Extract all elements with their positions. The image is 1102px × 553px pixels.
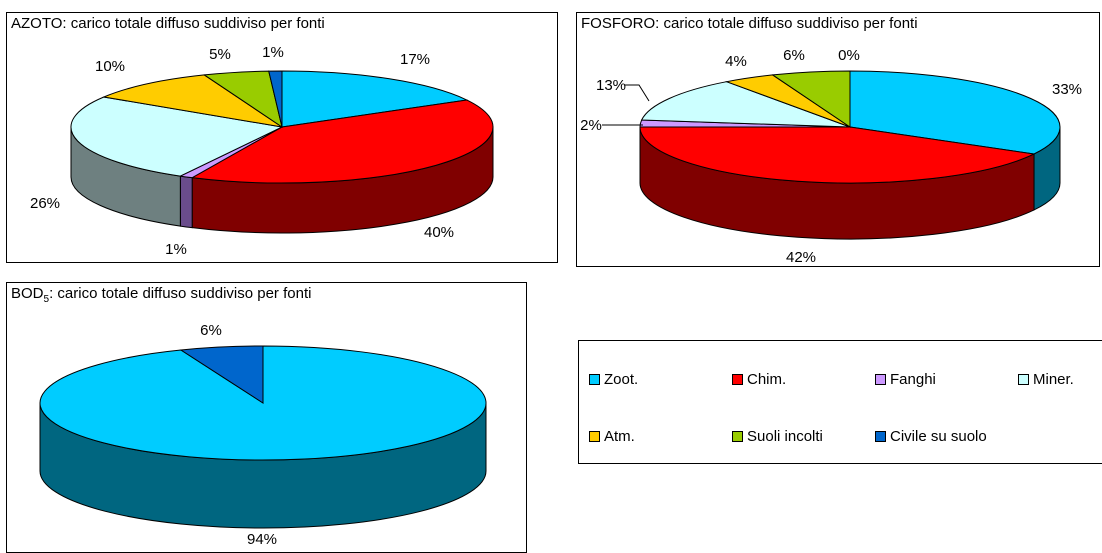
azoto-label-suoli-incolti: 5% bbox=[209, 46, 231, 63]
azoto-slice-civile-su-suolo bbox=[268, 70, 283, 128]
title-bod-sub: 5 bbox=[43, 294, 50, 305]
bod5-labels: 94% 6% bbox=[200, 322, 277, 548]
fosforo-leader-miner bbox=[624, 84, 650, 102]
fosforo-label-zoot: 33% bbox=[1052, 81, 1082, 98]
azoto-label-chim: 40% bbox=[424, 224, 454, 241]
fosforo-label-civile-su-suolo: 0% bbox=[838, 47, 860, 64]
azoto-slice-zoot bbox=[281, 70, 469, 128]
fosforo-label-chim: 42% bbox=[786, 249, 816, 266]
azoto-label-miner: 26% bbox=[30, 195, 60, 212]
legend-item-fanghi: Fanghi bbox=[875, 371, 936, 388]
fosforo-label-atm: 4% bbox=[725, 53, 747, 70]
fosforo-labels: 33% 42% 2% 13% 4% 6% 0% bbox=[580, 47, 1082, 266]
legend-swatch-chim bbox=[732, 374, 743, 385]
azoto-top bbox=[70, 70, 494, 184]
legend-label-civile-su-suolo: Civile su suolo bbox=[890, 428, 987, 445]
legend-item-miner: Miner. bbox=[1018, 371, 1074, 388]
legend-item-atm: Atm. bbox=[589, 428, 635, 445]
legend-label-zoot: Zoot. bbox=[604, 371, 639, 388]
title-bod-main: BOD bbox=[11, 285, 44, 302]
azoto-slice-miner bbox=[70, 96, 284, 177]
azoto-label-fanghi: 1% bbox=[165, 241, 187, 258]
legend-label-suoli-incolti: Suoli incolti bbox=[747, 428, 823, 445]
legend-item-zoot: Zoot. bbox=[589, 371, 638, 388]
azoto-label-atm: 10% bbox=[95, 58, 125, 75]
azoto-slice-chim bbox=[190, 99, 494, 184]
legend-label-atm: Atm. bbox=[604, 428, 635, 445]
legend-swatch-miner bbox=[1018, 374, 1029, 385]
azoto-labels: 17% 40% 1% 26% 10% 5% 1% bbox=[30, 44, 454, 258]
bod5-label-civile-su-suolo: 6% bbox=[200, 322, 222, 339]
chart-panel-fosforo: FOSFORO: carico totale diffuso suddiviso… bbox=[576, 12, 1100, 267]
fosforo-label-miner: 13% bbox=[596, 77, 626, 94]
chart-title-fosforo: FOSFORO: carico totale diffuso suddiviso… bbox=[581, 15, 918, 32]
legend-swatch-suoli-incolti bbox=[732, 431, 743, 442]
fosforo-label-fanghi: 2% bbox=[580, 117, 602, 134]
fosforo-slice-miner bbox=[640, 81, 851, 128]
legend-item-civile-su-suolo: Civile su suolo bbox=[875, 428, 987, 445]
azoto-label-zoot: 17% bbox=[400, 51, 430, 68]
title-bod-rest: : carico totale diffuso suddiviso per fo… bbox=[49, 285, 312, 302]
azoto-side-fanghi bbox=[179, 175, 193, 229]
legend-label-chim: Chim. bbox=[747, 371, 787, 388]
bod5-slice-civile-su-suolo bbox=[179, 345, 264, 404]
bod5-label-zoot: 94% bbox=[247, 531, 277, 548]
chart-title-bod5: BOD5: carico totale diffuso suddiviso pe… bbox=[11, 285, 311, 305]
legend-item-chim: Chim. bbox=[732, 371, 786, 388]
pie-chart-fosforo: 33% 42% 2% 13% 4% 6% 0% bbox=[580, 47, 1082, 266]
fosforo-label-suoli-incolti: 6% bbox=[783, 47, 805, 64]
legend-swatch-atm bbox=[589, 431, 600, 442]
chart-panel-bod5: BOD5: carico totale diffuso suddiviso pe… bbox=[6, 282, 527, 553]
legend-label-fanghi: Fanghi bbox=[890, 371, 936, 388]
legend-swatch-zoot bbox=[589, 374, 600, 385]
bod5-top bbox=[39, 345, 487, 461]
chart-panel-azoto: AZOTO: carico totale diffuso suddiviso p… bbox=[6, 12, 558, 263]
fosforo-slice-chim bbox=[639, 126, 1036, 184]
chart-legend: Zoot. Chim. Fanghi Miner. Atm. Suoli inc… bbox=[578, 340, 1102, 464]
pie-chart-azoto: 17% 40% 1% 26% 10% 5% 1% bbox=[30, 44, 494, 258]
fosforo-slice-zoot bbox=[849, 70, 1061, 155]
legend-label-miner: Miner. bbox=[1033, 371, 1074, 388]
chart-title-azoto: AZOTO: carico totale diffuso suddiviso p… bbox=[11, 15, 325, 32]
pie-chart-bod5: 94% 6% bbox=[39, 322, 487, 548]
legend-swatch-civile-su-suolo bbox=[875, 431, 886, 442]
fosforo-top bbox=[639, 70, 1061, 184]
azoto-slice-atm bbox=[102, 74, 283, 128]
azoto-label-civile-su-suolo: 1% bbox=[262, 44, 284, 61]
legend-item-suoli-incolti: Suoli incolti bbox=[732, 428, 823, 445]
legend-swatch-fanghi bbox=[875, 374, 886, 385]
